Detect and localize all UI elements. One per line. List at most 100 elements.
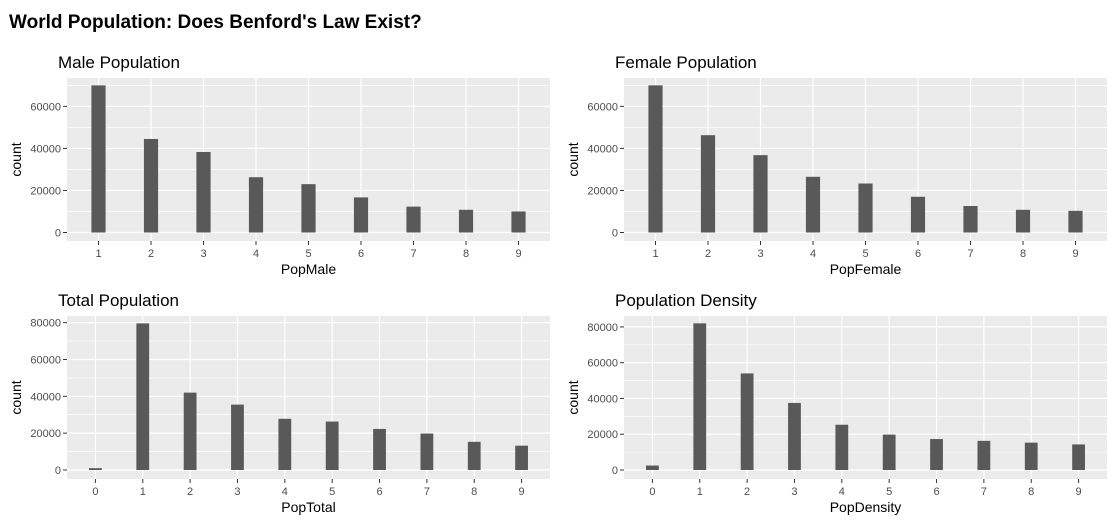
- x-tick-label: 1: [95, 248, 101, 260]
- bar: [693, 323, 707, 470]
- x-tick-label: 6: [933, 486, 939, 498]
- x-tick-label: 7: [981, 486, 987, 498]
- y-tick-label: 60000: [30, 101, 61, 113]
- bar: [248, 177, 264, 233]
- y-tick-label: 80000: [30, 318, 61, 330]
- bar: [196, 151, 211, 233]
- y-tick-label: 0: [55, 228, 61, 240]
- x-tick-label: 2: [744, 486, 750, 498]
- x-tick-label: 9: [1076, 486, 1082, 498]
- female-population-panel: Female Population 0 20000 40000 60000 1 2 3 4 5 6…: [557, 52, 1114, 282]
- panel-title: Total Population: [58, 291, 179, 310]
- bar: [373, 428, 386, 470]
- bar: [353, 197, 369, 233]
- panel-title: Male Population: [58, 53, 180, 72]
- y-tick-label: 40000: [30, 143, 61, 155]
- x-tick-label: 6: [358, 248, 364, 260]
- bar: [963, 206, 978, 233]
- bar: [515, 445, 528, 470]
- x-tick-label: 2: [148, 248, 154, 260]
- x-tick-label: 3: [200, 248, 206, 260]
- bar: [458, 209, 474, 233]
- x-tick-label: 9: [1072, 248, 1078, 260]
- y-tick-label: 40000: [587, 143, 618, 155]
- y-axis-label: count: [8, 380, 24, 414]
- bar: [91, 85, 106, 233]
- x-tick-label: 8: [471, 486, 477, 498]
- population-density-chart: 0 20000 40000 60000 80000 0 1 2 3 4 5 6 7 8 9 PopDensit…: [565, 316, 1107, 515]
- x-tick-label: 2: [187, 486, 193, 498]
- x-tick-label: 4: [810, 248, 816, 260]
- bar: [835, 424, 849, 470]
- x-tick-label: 2: [705, 248, 711, 260]
- bar: [89, 468, 102, 470]
- x-tick-label: 3: [757, 248, 763, 260]
- total-population-panel: Total Population 0 20000 40000 60000 80000 0 1…: [0, 290, 557, 523]
- y-tick-label: 0: [55, 465, 61, 477]
- bar: [301, 184, 316, 233]
- x-tick-label: 8: [463, 248, 469, 260]
- x-tick-label: 7: [424, 486, 430, 498]
- x-tick-label: 9: [515, 248, 521, 260]
- y-axis-label: count: [565, 380, 581, 414]
- bar: [1068, 210, 1083, 233]
- x-axis-label: PopFemale: [830, 261, 902, 277]
- y-tick-label: 20000: [30, 185, 61, 197]
- x-axis-label: PopTotal: [281, 499, 335, 515]
- bar: [136, 323, 150, 470]
- x-tick-label: 5: [329, 486, 335, 498]
- y-tick-label: 80000: [587, 322, 618, 334]
- bar: [278, 418, 292, 470]
- panel-title: Female Population: [615, 53, 757, 72]
- x-tick-label: 7: [967, 248, 973, 260]
- bar: [420, 433, 434, 470]
- x-tick-label: 6: [376, 486, 382, 498]
- x-tick-label: 4: [282, 486, 288, 498]
- x-tick-label: 8: [1020, 248, 1026, 260]
- x-tick-label: 1: [697, 486, 703, 498]
- bar: [930, 439, 943, 470]
- bar: [1072, 444, 1085, 470]
- page-title: World Population: Does Benford's Law Exi…: [9, 12, 422, 33]
- population-density-panel: Population Density 0 20000 40000 60000 80000…: [557, 290, 1114, 523]
- x-tick-label: 7: [410, 248, 416, 260]
- bar: [646, 465, 659, 470]
- bar: [882, 434, 896, 470]
- bar: [700, 135, 716, 233]
- x-tick-label: 5: [862, 248, 868, 260]
- x-axis-label: PopMale: [281, 261, 336, 277]
- bar: [467, 441, 481, 470]
- bar: [231, 404, 244, 470]
- bar: [805, 176, 821, 233]
- male-population-chart: 0 20000 40000 60000 1 2 3 4 5 6 7 8 9 PopMale count: [8, 78, 550, 277]
- x-tick-label: 5: [886, 486, 892, 498]
- x-tick-label: 0: [92, 486, 98, 498]
- y-tick-label: 60000: [587, 358, 618, 370]
- y-tick-label: 40000: [587, 393, 618, 405]
- y-tick-label: 40000: [30, 391, 61, 403]
- bar: [977, 440, 991, 470]
- bar: [753, 155, 768, 233]
- x-tick-label: 9: [519, 486, 525, 498]
- x-axis-label: PopDensity: [830, 499, 902, 515]
- x-tick-label: 0: [649, 486, 655, 498]
- x-tick-label: 1: [140, 486, 146, 498]
- female-population-chart: 0 20000 40000 60000 1 2 3 4 5 6 7 8 9 PopFemale count: [565, 78, 1107, 277]
- bar: [183, 392, 197, 470]
- y-axis-label: count: [8, 142, 24, 176]
- x-tick-label: 5: [305, 248, 311, 260]
- x-tick-label: 4: [839, 486, 845, 498]
- y-tick-label: 20000: [587, 429, 618, 441]
- bar: [511, 211, 526, 233]
- x-tick-label: 6: [915, 248, 921, 260]
- male-population-panel: Male Population 0 20000 40000 60000 1 2 3 4 5 6 7 8…: [0, 52, 557, 282]
- y-tick-label: 60000: [30, 354, 61, 366]
- y-tick-label: 0: [612, 465, 618, 477]
- bar: [325, 421, 339, 470]
- y-tick-label: 60000: [587, 101, 618, 113]
- y-tick-label: 20000: [30, 428, 61, 440]
- bar: [858, 183, 873, 233]
- bar: [1015, 209, 1031, 233]
- y-axis-label: count: [565, 142, 581, 176]
- x-tick-label: 4: [253, 248, 259, 260]
